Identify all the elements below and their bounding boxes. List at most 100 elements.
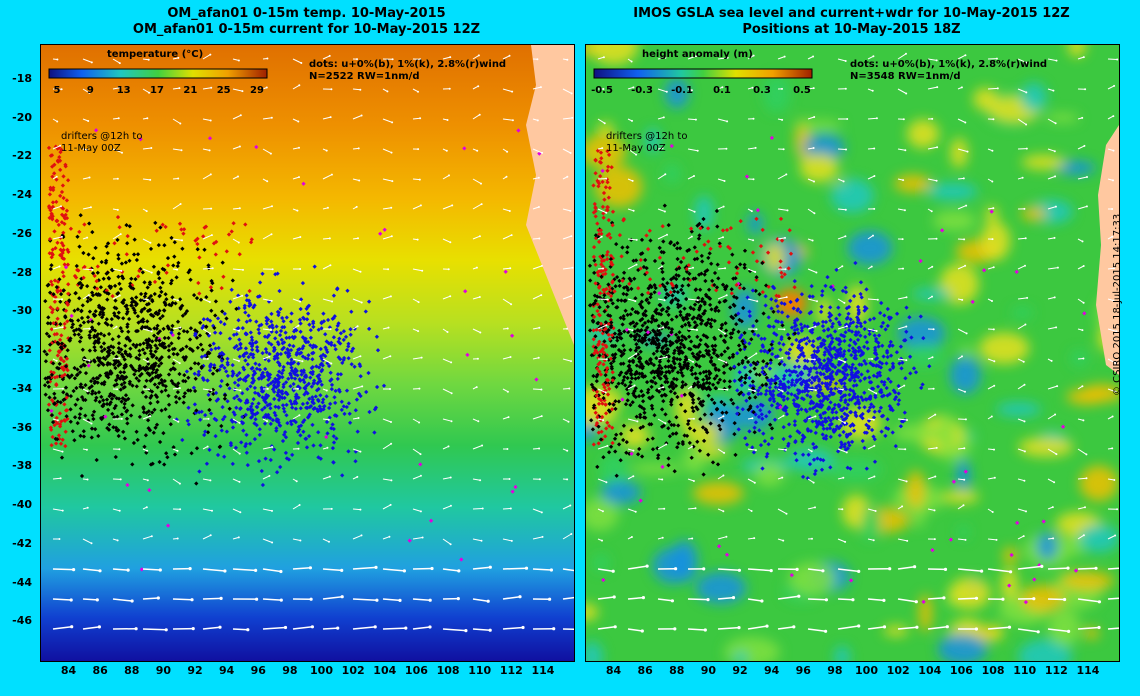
current-vector: [352, 115, 362, 120]
drifter-dot: [765, 451, 770, 457]
current-vector: [322, 298, 333, 302]
drifter-dot: [215, 397, 221, 402]
current-vector: [322, 568, 342, 572]
current-vector: [472, 445, 483, 450]
drifter-dot: [211, 341, 216, 346]
drifter-dot: [116, 274, 121, 279]
drifter-dot: [407, 538, 412, 543]
drifter-dot: [178, 306, 183, 311]
drifter-dot: [336, 321, 341, 326]
drifter-dot: [189, 451, 194, 456]
current-vector: [382, 207, 392, 210]
current-vector-head: [327, 418, 330, 421]
drifter-dot: [147, 428, 153, 433]
drifter-dot: [326, 363, 332, 369]
current-vector: [202, 568, 225, 572]
drifter-dot: [77, 244, 82, 249]
current-vector: [472, 178, 482, 185]
current-vector: [322, 264, 331, 270]
drifter-dot: [679, 385, 685, 390]
current-vector-head: [242, 268, 244, 271]
current-vector-head: [566, 58, 569, 61]
drifter-dot: [175, 352, 180, 357]
drifter-dot: [226, 232, 232, 237]
drifter-dot: [602, 197, 607, 202]
drifter-dot: [93, 128, 99, 133]
drifter-dot: [183, 354, 189, 360]
drifter-dot: [133, 344, 138, 350]
current-vector: [52, 448, 63, 453]
current-vector-head: [566, 478, 569, 481]
current-vector-head: [450, 420, 453, 423]
drifter-dot: [886, 376, 891, 382]
current-vector-head: [206, 357, 209, 360]
current-vector: [112, 568, 129, 571]
current-vector-head: [478, 113, 481, 116]
drifter-dot: [349, 309, 354, 314]
current-vector-head: [447, 445, 450, 448]
drifter-dot: [195, 345, 200, 350]
drifter-dot: [175, 263, 180, 269]
current-vector: [202, 298, 211, 303]
drifter-dot: [709, 355, 714, 360]
current-vector-head: [391, 121, 394, 124]
drifter-dot: [246, 313, 251, 318]
current-vector-head: [177, 56, 180, 59]
drifter-dot: [218, 319, 223, 325]
current-vector: [502, 626, 524, 630]
drifter-dot: [139, 371, 144, 377]
drifter-dot: [290, 452, 295, 458]
current-vector-head: [509, 356, 512, 358]
current-vector: [202, 234, 213, 240]
current-vector: [52, 568, 74, 571]
drifter-dot: [245, 407, 251, 412]
current-vector-head: [98, 569, 102, 573]
drifter-dot: [324, 434, 329, 440]
current-vector-head: [421, 536, 424, 539]
drifter-dot: [103, 260, 109, 265]
drifter-dot: [859, 395, 864, 400]
drifter-dot: [875, 384, 881, 389]
drifter-dot: [314, 388, 320, 393]
current-vector: [532, 448, 540, 450]
drifter-dot: [168, 367, 173, 372]
current-vector: [292, 176, 300, 180]
drifter-dot: [73, 291, 78, 296]
drifter-dot: [56, 222, 61, 228]
drifter-dot: [587, 263, 593, 268]
drifter-dot: [251, 396, 256, 402]
current-vector: [532, 568, 552, 571]
drifter-dot: [241, 354, 246, 359]
current-vector-head: [508, 210, 511, 212]
drifter-dot: [188, 388, 193, 393]
drifter-dot: [354, 397, 360, 402]
current-vector-head: [359, 270, 362, 273]
drifter-dot: [133, 300, 138, 305]
current-vector: [292, 626, 313, 630]
drifter-dot: [61, 195, 66, 201]
drifter-dot: [224, 369, 229, 374]
current-vector-head: [209, 119, 212, 122]
current-vector-head: [389, 388, 391, 390]
drifter-dot: [248, 404, 254, 409]
drifter-dot: [308, 403, 314, 409]
current-vector-head: [86, 478, 89, 481]
current-vector-head: [283, 625, 288, 630]
current-vector-head: [209, 479, 212, 482]
drifter-dot: [148, 246, 154, 252]
sea-level-anomaly-patch: [1048, 609, 1081, 646]
drifter-dot: [307, 322, 312, 327]
drifter-dot: [245, 362, 250, 367]
drifter-dot: [213, 299, 219, 304]
drifter-dot: [243, 310, 248, 315]
drifter-dot: [64, 208, 70, 213]
drifter-dot: [356, 391, 362, 396]
drifter-dot: [77, 296, 82, 301]
current-vector: [232, 628, 248, 631]
drifter-dot: [188, 277, 193, 282]
current-vector-head: [89, 206, 92, 209]
drifter-dot: [49, 255, 54, 260]
current-vector-head: [390, 151, 393, 154]
current-vector-head: [464, 629, 468, 633]
current-vector-head: [569, 152, 572, 154]
